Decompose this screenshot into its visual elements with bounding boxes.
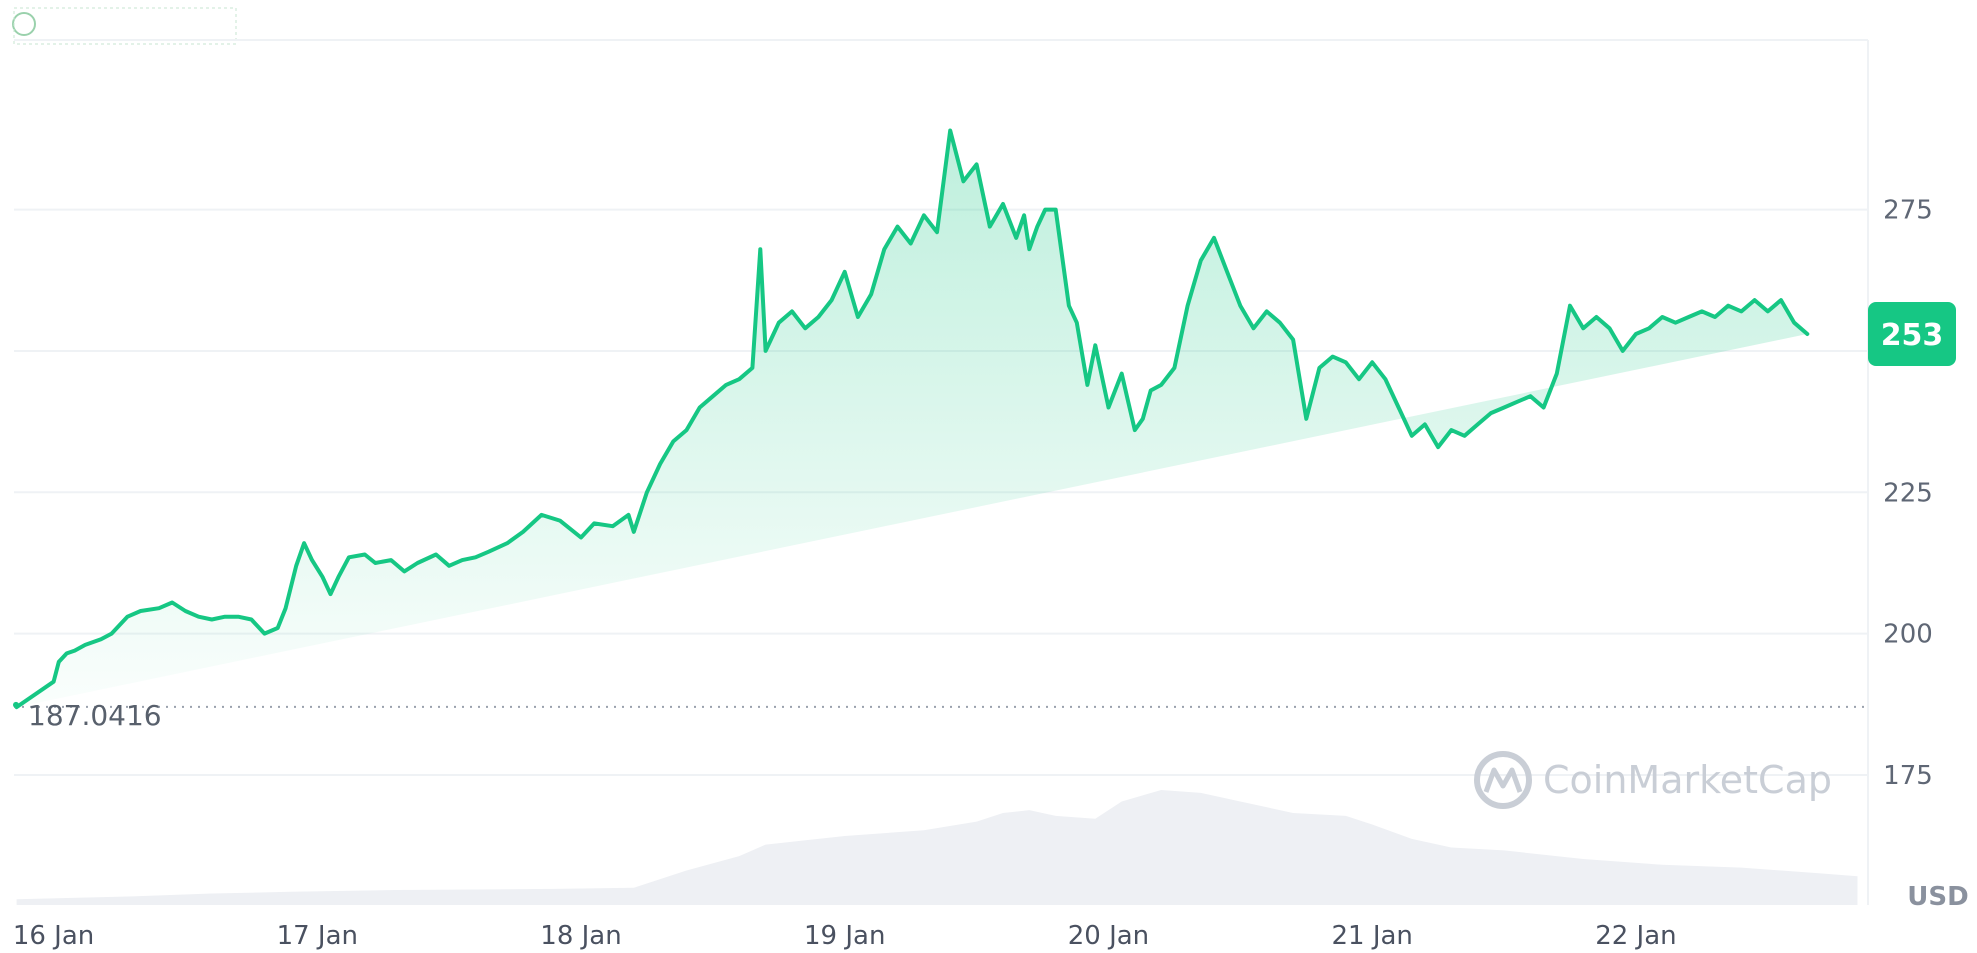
x-tick-label: 19 Jan <box>804 921 885 951</box>
volume-area <box>16 790 1858 905</box>
x-tick-label: 18 Jan <box>540 921 621 951</box>
coinmarketcap-logo-icon <box>1474 751 1532 809</box>
price-area-shape <box>16 130 1808 708</box>
y-tick-label: 200 <box>1883 620 1933 650</box>
x-tick-label: 16 Jan <box>13 921 94 951</box>
y-tick-label: 225 <box>1883 478 1933 508</box>
x-tick-label: 21 Jan <box>1331 921 1412 951</box>
volume-shape <box>16 790 1858 905</box>
baseline-label: 187.0416 <box>28 699 162 732</box>
watermark-text: CoinMarketCap <box>1543 758 1832 802</box>
price-area <box>16 130 1808 708</box>
y-tick-label: 275 <box>1883 196 1933 226</box>
x-tick-label: 20 Jan <box>1068 921 1149 951</box>
price-line <box>14 128 1810 710</box>
x-tick-label: 22 Jan <box>1595 921 1676 951</box>
baseline: 187.0416 <box>13 699 1868 732</box>
site-logo-icon <box>12 12 36 36</box>
site-logo-frame <box>13 7 237 45</box>
last-price-badge: 253 <box>1868 302 1956 366</box>
coinmarketcap-watermark: CoinMarketCap <box>1474 751 1832 809</box>
site-logo <box>12 7 237 45</box>
x-axis: 16 Jan 17 Jan 18 Jan 19 Jan 20 Jan 21 Jan 22 J… <box>13 921 1677 951</box>
last-price-value: 253 <box>1881 318 1944 353</box>
last-price-badge-bg <box>1868 302 1956 366</box>
x-tick-label: 17 Jan <box>277 921 358 951</box>
baseline-start-point <box>13 701 19 708</box>
y-axis: 175 200 225 275 <box>1883 196 1933 791</box>
coinmarketcap-logo-mark <box>1483 767 1523 793</box>
price-series-line <box>14 128 1810 710</box>
y-tick-label: 175 <box>1883 761 1933 791</box>
currency-unit: USD <box>1907 882 1968 912</box>
